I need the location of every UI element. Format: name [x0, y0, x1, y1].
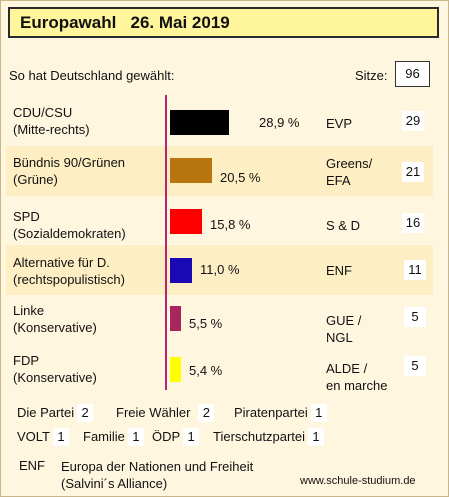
other-party: VOLT 1	[17, 428, 69, 446]
other-party: Freie Wähler 2	[116, 404, 215, 422]
eu-group-line1: S & D	[326, 218, 360, 233]
footnote-line1: Europa der Nationen und Freiheit	[61, 459, 254, 474]
party-orientation: (Sozialdemokraten)	[13, 226, 126, 241]
party-label: SPD (Sozialdemokraten)	[13, 208, 126, 242]
eu-group: EVP	[326, 115, 352, 132]
party-label: FDP (Konservative)	[13, 352, 97, 386]
site-credit: www.schule-studium.de	[300, 475, 416, 487]
eu-group-line1: ENF	[326, 263, 352, 278]
other-party: Familie 1	[83, 428, 144, 446]
party-name: CDU/CSU	[13, 105, 73, 120]
vote-percent: 15,8 %	[210, 217, 251, 232]
vote-percent: 5,5 %	[189, 316, 223, 331]
other-party-seats: 1	[127, 428, 144, 446]
party-orientation: (Konservative)	[13, 320, 97, 335]
party-orientation: (Mitte-rechts)	[13, 122, 90, 137]
other-party: Die Partei 2	[17, 404, 94, 422]
row-band	[6, 146, 433, 196]
eu-group-line1: EVP	[326, 116, 353, 131]
other-party-seats: 1	[53, 428, 69, 446]
party-name: FDP	[13, 353, 39, 368]
other-party-name: Familie	[83, 429, 125, 444]
vote-percent: 28,9 %	[259, 115, 300, 130]
other-party-name: Tierschutzpartei	[213, 429, 305, 444]
seat-count: 11	[404, 260, 426, 280]
seats-label: Sitze:	[355, 68, 388, 83]
eu-group-line1: Greens/	[326, 156, 373, 171]
vote-bar	[170, 258, 192, 283]
other-party: Tierschutzpartei 1	[213, 428, 324, 446]
party-orientation: (Konservative)	[13, 370, 97, 385]
party-name: Bündnis 90/Grünen	[13, 155, 126, 170]
seat-count: 5	[404, 307, 426, 327]
party-label: Bündnis 90/Grünen (Grüne)	[13, 154, 125, 188]
eu-group: GUE / NGL	[326, 312, 361, 346]
eu-group-line2: NGL	[326, 330, 353, 345]
footnote-description: Europa der Nationen und Freiheit (Salvin…	[61, 458, 253, 492]
eu-group-line1: ALDE /	[326, 361, 368, 376]
eu-group-line2: EFA	[326, 173, 351, 188]
seat-count: 21	[402, 162, 424, 182]
vote-bar	[170, 110, 229, 135]
other-party-seats: 2	[198, 404, 215, 422]
seat-count: 29	[402, 111, 424, 131]
other-party-seats: 1	[183, 428, 200, 446]
party-orientation: (rechtspopulistisch)	[13, 272, 125, 287]
vote-bar	[170, 357, 181, 382]
eu-group-line1: GUE /	[326, 313, 362, 328]
eu-group: ENF	[326, 262, 352, 279]
page-title: Europawahl 26. Mai 2019	[20, 13, 230, 32]
other-party: ÖDP 1	[152, 428, 200, 446]
seats-total-box: 96	[395, 61, 430, 87]
vote-bar	[170, 158, 212, 183]
other-party: Piratenpartei 1	[234, 404, 327, 422]
footnote-abbr: ENF	[19, 458, 45, 473]
intro-text: So hat Deutschland gewählt:	[9, 68, 175, 83]
eu-group: S & D	[326, 217, 360, 234]
eu-group-line2: en marche	[326, 378, 388, 393]
seat-count: 5	[404, 356, 426, 376]
party-label: Alternative für D. (rechtspopulistisch)	[13, 254, 125, 288]
footnote-line2: (Salvini´s Alliance)	[61, 476, 168, 491]
party-label: CDU/CSU (Mitte-rechts)	[13, 104, 90, 138]
vote-percent: 5,4 %	[189, 363, 223, 378]
party-orientation: (Grüne)	[13, 172, 58, 187]
other-party-name: Freie Wähler	[116, 405, 191, 420]
vote-percent: 20,5 %	[220, 170, 261, 185]
eu-group: ALDE / en marche	[326, 360, 387, 394]
other-party-name: Die Partei	[17, 405, 75, 420]
other-party-name: VOLT	[17, 429, 50, 444]
eu-group: Greens/ EFA	[326, 155, 372, 189]
vote-percent: 11,0 %	[200, 262, 240, 277]
party-label: Linke (Konservative)	[13, 302, 97, 336]
other-party-name: ÖDP	[152, 429, 181, 444]
party-name: SPD	[13, 209, 40, 224]
other-party-name: Piratenpartei	[234, 405, 308, 420]
party-name: Linke	[13, 303, 45, 318]
other-party-seats: 2	[77, 404, 94, 422]
vote-bar	[170, 306, 181, 331]
title-box: Europawahl 26. Mai 2019	[8, 7, 439, 38]
other-party-seats: 1	[308, 428, 324, 446]
vote-bar	[170, 209, 202, 234]
seat-count: 16	[402, 213, 424, 233]
row-band	[6, 245, 433, 295]
party-name: Alternative für D.	[13, 255, 110, 270]
other-party-seats: 1	[310, 404, 327, 422]
chart-axis-line	[165, 95, 167, 390]
